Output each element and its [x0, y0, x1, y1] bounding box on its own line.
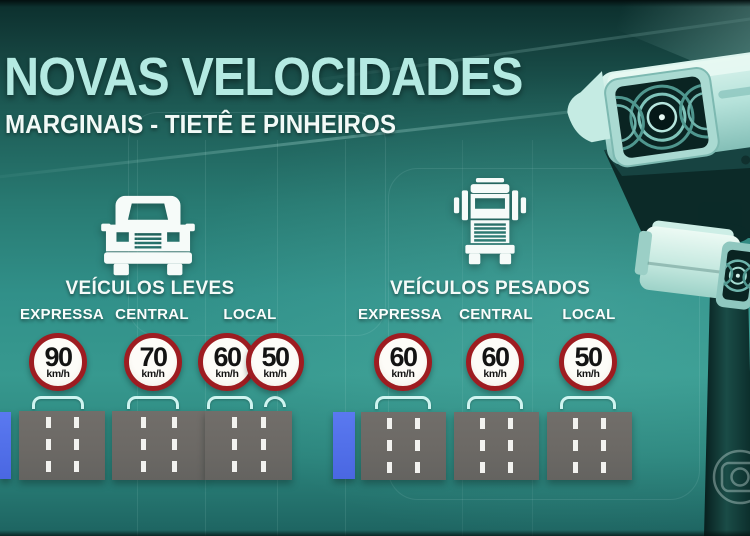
- background-seam-line: [345, 140, 346, 536]
- lane-divider: [508, 418, 514, 474]
- sign-road-connector: [264, 396, 286, 407]
- speed-unit: km/h: [483, 367, 507, 380]
- top-vignette: [0, 0, 750, 7]
- river-bar: [333, 412, 355, 479]
- lane-divider: [601, 418, 607, 474]
- lane-label-expressa: EXPRESSA: [357, 306, 443, 323]
- lane-divider: [573, 418, 579, 474]
- background-outline-decoration: [388, 168, 700, 500]
- lane-divider: [231, 417, 237, 474]
- road-segment: [361, 412, 446, 480]
- lane-label-central: CENTRAL: [459, 306, 533, 323]
- speed-value: 50: [261, 342, 290, 373]
- speed-value: 60: [213, 342, 242, 373]
- speed-unit: km/h: [391, 367, 415, 380]
- lane-label-central: CENTRAL: [115, 306, 189, 323]
- lane-divider: [45, 417, 51, 474]
- speed-value: 50: [574, 342, 603, 373]
- light-vehicles-label: VEÍCULOS LEVES: [65, 278, 235, 299]
- lane-divider: [141, 417, 147, 474]
- road-segment: [205, 411, 292, 480]
- lower-camera: [634, 220, 750, 310]
- speed-unit: km/h: [215, 367, 239, 380]
- road-segment: [19, 411, 105, 480]
- lane-divider: [74, 417, 80, 474]
- sign-road-connector: [560, 396, 616, 409]
- sign-road-connector: [207, 396, 253, 409]
- road-segment: [112, 411, 206, 480]
- speed-value: 90: [44, 342, 73, 373]
- page-subtitle: MARGINAIS - TIETÊ E PINHEIROS: [5, 109, 396, 139]
- car-icon: [101, 195, 195, 276]
- speed-limit-sign: 60 km/h: [374, 333, 432, 391]
- speed-limit-sign: 50 km/h: [246, 333, 304, 391]
- speed-value: 60: [389, 342, 418, 373]
- lane-divider: [480, 418, 486, 474]
- speed-camera-illustration: [567, 51, 750, 536]
- lane-divider: [387, 418, 393, 474]
- globo-logo-watermark: [712, 449, 750, 505]
- sign-road-connector: [375, 396, 431, 409]
- speed-unit: km/h: [263, 367, 287, 380]
- background-seam-line: [532, 140, 533, 536]
- speed-value: 70: [139, 342, 168, 373]
- sign-road-connector: [467, 396, 523, 409]
- speed-value: 60: [481, 342, 510, 373]
- speed-limit-sign: 60 km/h: [466, 333, 524, 391]
- sign-road-connector: [32, 396, 84, 409]
- road-segment: [547, 412, 632, 480]
- river-bar: [0, 412, 11, 479]
- lane-divider: [172, 417, 178, 474]
- background-seam-line: [205, 140, 206, 536]
- bottom-vignette: [0, 530, 750, 536]
- heavy-vehicles-label: VEÍCULOS PESADOS: [389, 278, 591, 299]
- background-seam-line: [462, 140, 463, 536]
- lane-label-expressa: EXPRESSA: [19, 306, 105, 323]
- camera-pole: [704, 290, 750, 536]
- lane-divider: [415, 418, 421, 474]
- lane-label-local: LOCAL: [223, 306, 277, 323]
- speed-limit-sign: 70 km/h: [124, 333, 182, 391]
- sign-road-connector: [127, 396, 179, 409]
- speed-unit: km/h: [576, 367, 600, 380]
- speed-limit-sign: 90 km/h: [29, 333, 87, 391]
- road-segment: [454, 412, 539, 480]
- top-camera: [567, 51, 750, 168]
- speed-unit: km/h: [46, 367, 70, 380]
- truck-icon: [453, 178, 527, 265]
- lane-label-local: LOCAL: [562, 306, 616, 323]
- lane-divider: [260, 417, 266, 474]
- speed-limit-sign: 50 km/h: [559, 333, 617, 391]
- page-title: NOVAS VELOCIDADES: [4, 47, 523, 107]
- speed-unit: km/h: [141, 367, 165, 380]
